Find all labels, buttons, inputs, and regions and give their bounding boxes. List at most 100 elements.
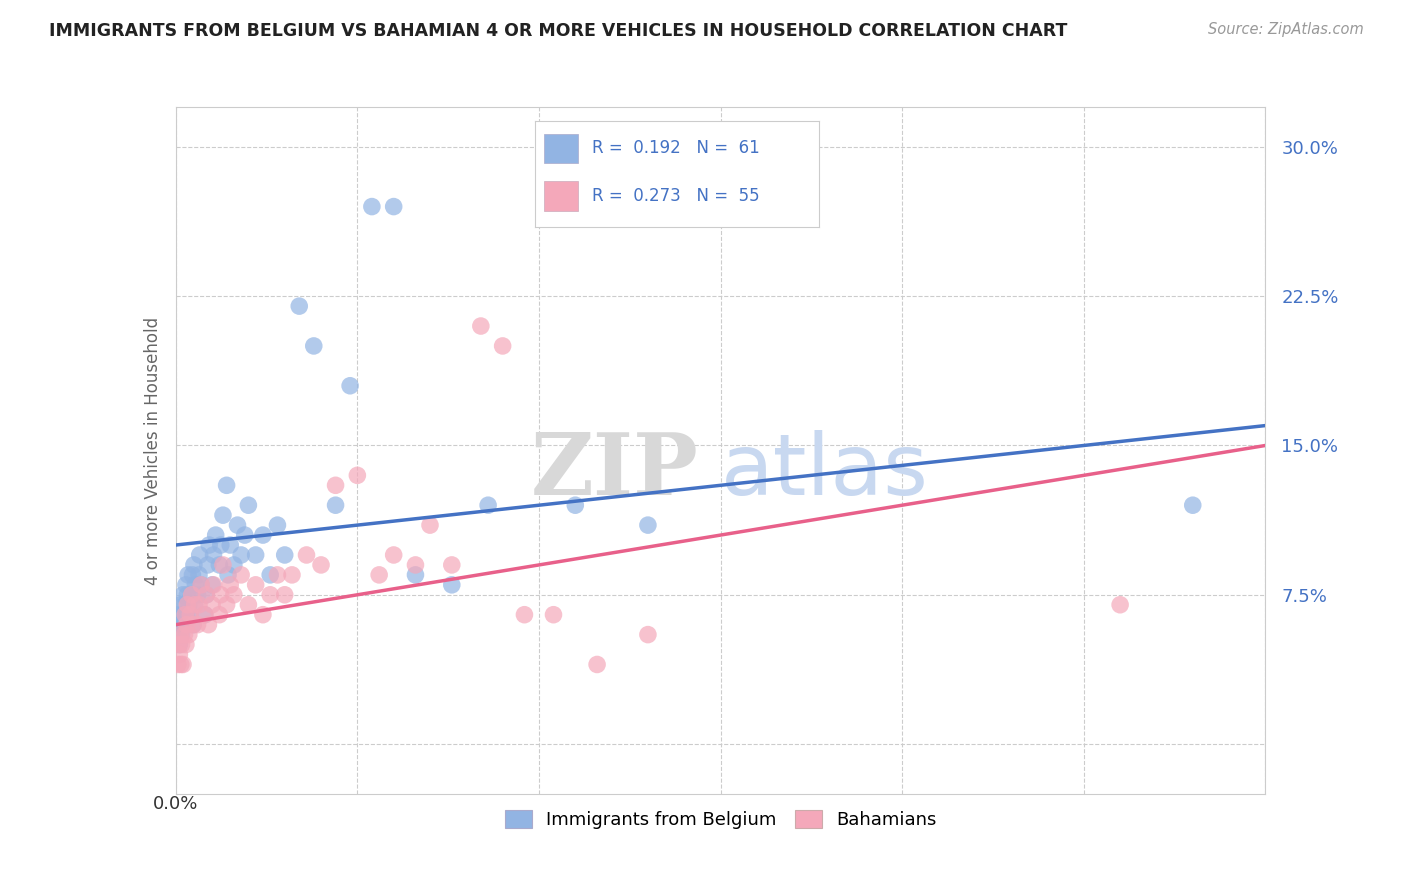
Point: [419, 518, 441, 533]
Point: [288, 299, 311, 313]
Point: [169, 638, 191, 652]
Legend: Immigrants from Belgium, Bahamians: Immigrants from Belgium, Bahamians: [498, 803, 943, 837]
Point: [174, 578, 197, 592]
Point: [176, 607, 198, 622]
Point: [543, 607, 565, 622]
Point: [212, 558, 235, 572]
Point: [188, 598, 211, 612]
Text: IMMIGRANTS FROM BELGIUM VS BAHAMIAN 4 OR MORE VEHICLES IN HOUSEHOLD CORRELATION : IMMIGRANTS FROM BELGIUM VS BAHAMIAN 4 OR…: [49, 22, 1067, 40]
Point: [201, 598, 224, 612]
Point: [176, 617, 198, 632]
Point: [245, 548, 267, 562]
Point: [172, 657, 194, 672]
Point: [195, 588, 218, 602]
Point: [174, 638, 197, 652]
Point: [186, 588, 209, 602]
Point: [405, 567, 427, 582]
Point: [360, 200, 382, 214]
Point: [169, 648, 191, 662]
Point: [202, 548, 225, 562]
Point: [238, 598, 260, 612]
Point: [197, 617, 219, 632]
Point: [259, 588, 281, 602]
Point: [215, 478, 238, 492]
Point: [238, 498, 260, 512]
Point: [195, 588, 218, 602]
Point: [477, 498, 499, 512]
Point: [382, 200, 405, 214]
Point: [564, 498, 586, 512]
Point: [219, 538, 242, 552]
Point: [470, 319, 492, 334]
Point: [201, 578, 224, 592]
Point: [180, 588, 202, 602]
Point: [215, 598, 238, 612]
Point: [179, 607, 201, 622]
Point: [183, 598, 205, 612]
Point: [170, 638, 193, 652]
Point: [252, 607, 274, 622]
Point: [194, 607, 217, 622]
Point: [167, 657, 190, 672]
Point: [302, 339, 325, 353]
Point: [169, 617, 191, 632]
Point: [1181, 498, 1204, 512]
Point: [295, 548, 318, 562]
Point: [212, 508, 235, 523]
Point: [219, 578, 242, 592]
Point: [208, 607, 231, 622]
Point: [325, 478, 347, 492]
Point: [209, 538, 232, 552]
Point: [281, 567, 304, 582]
Point: [586, 657, 609, 672]
Point: [222, 588, 245, 602]
Point: [190, 578, 212, 592]
Point: [173, 617, 195, 632]
Point: [346, 468, 368, 483]
Point: [637, 627, 659, 641]
Point: [233, 528, 256, 542]
Point: [167, 638, 190, 652]
Point: [190, 578, 212, 592]
Point: [202, 578, 225, 592]
Point: [186, 617, 209, 632]
Point: [259, 567, 281, 582]
Point: [169, 627, 191, 641]
Point: [173, 627, 195, 641]
Point: [217, 567, 239, 582]
Y-axis label: 4 or more Vehicles in Household: 4 or more Vehicles in Household: [143, 317, 162, 584]
Point: [188, 548, 211, 562]
Point: [208, 558, 231, 572]
Point: [204, 528, 226, 542]
Point: [492, 339, 515, 353]
Point: [1109, 598, 1132, 612]
Point: [325, 498, 347, 512]
Point: [266, 567, 288, 582]
Point: [513, 607, 536, 622]
Point: [172, 607, 194, 622]
Point: [181, 617, 204, 632]
Point: [209, 588, 232, 602]
Point: [181, 567, 204, 582]
Point: [170, 627, 193, 641]
Text: atlas: atlas: [721, 430, 928, 513]
Point: [222, 558, 245, 572]
Point: [184, 578, 207, 592]
Point: [197, 558, 219, 572]
Text: Source: ZipAtlas.com: Source: ZipAtlas.com: [1208, 22, 1364, 37]
Point: [231, 567, 253, 582]
Point: [167, 607, 190, 622]
Point: [198, 538, 221, 552]
Point: [274, 548, 297, 562]
Text: ZIP: ZIP: [531, 429, 699, 513]
Point: [179, 607, 201, 622]
Point: [177, 598, 200, 612]
Point: [183, 598, 205, 612]
Point: [440, 558, 463, 572]
Point: [231, 548, 253, 562]
Point: [180, 588, 202, 602]
Point: [637, 518, 659, 533]
Point: [176, 588, 198, 602]
Point: [274, 588, 297, 602]
Point: [188, 567, 211, 582]
